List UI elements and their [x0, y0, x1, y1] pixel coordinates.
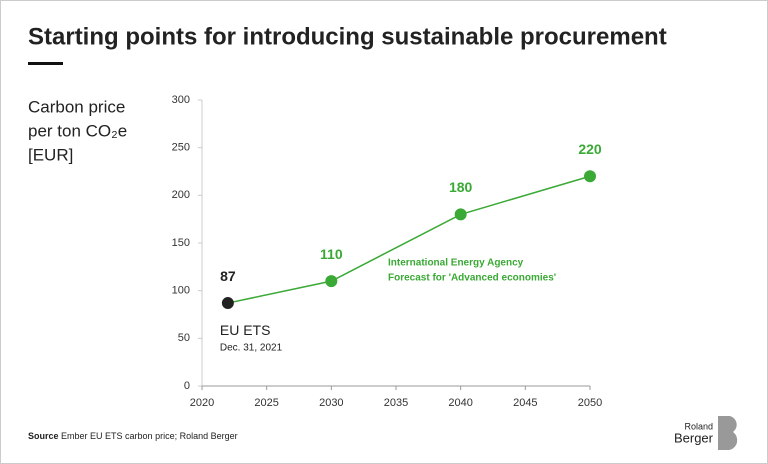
x-tick-label: 2020: [190, 397, 214, 409]
chart-title: Starting points for introducing sustaina…: [28, 23, 667, 50]
data-line: [227, 175, 591, 304]
title-underline: [28, 62, 63, 65]
data-point: [325, 275, 338, 288]
x-tick-label: 2045: [513, 397, 537, 409]
y-axis-label: [EUR]: [28, 145, 73, 164]
annotation: EU ETS: [220, 322, 271, 338]
y-tick-label: 100: [172, 285, 190, 297]
data-point: [454, 208, 467, 221]
x-tick-label: 2035: [384, 397, 408, 409]
source: Source Ember EU ETS carbon price; Roland…: [28, 431, 238, 441]
data-label: 220: [578, 141, 602, 157]
x-tick-label: 2040: [448, 397, 472, 409]
y-axis-label: Carbon price: [28, 97, 125, 116]
annotation: International Energy Agency: [388, 258, 524, 269]
data-label: 87: [220, 268, 236, 284]
data-point: [584, 170, 596, 183]
y-tick-label: 150: [172, 237, 190, 249]
y-tick-label: 250: [172, 142, 190, 154]
data-label: 110: [320, 246, 343, 262]
source-label: Source: [28, 431, 59, 441]
y-tick-label: 300: [172, 94, 190, 106]
y-tick-label: 200: [172, 189, 190, 201]
x-tick-label: 2030: [319, 397, 343, 409]
annotation: Dec. 31, 2021: [220, 343, 283, 354]
x-tick-label: 2025: [254, 397, 278, 409]
data-label: 180: [449, 179, 473, 195]
source-text: Ember EU ETS carbon price; Roland Berger: [61, 431, 238, 441]
data-point: [221, 297, 234, 310]
x-tick-label: 2050: [578, 397, 602, 409]
y-axis-label: per ton CO₂e: [28, 121, 127, 140]
logo-mark: [718, 416, 738, 450]
y-tick-label: 50: [178, 332, 190, 344]
y-tick-label: 0: [184, 380, 190, 392]
logo-text: Roland: [684, 421, 713, 431]
logo-text: Berger: [674, 430, 714, 445]
annotation: Forecast for 'Advanced economies': [388, 273, 556, 284]
